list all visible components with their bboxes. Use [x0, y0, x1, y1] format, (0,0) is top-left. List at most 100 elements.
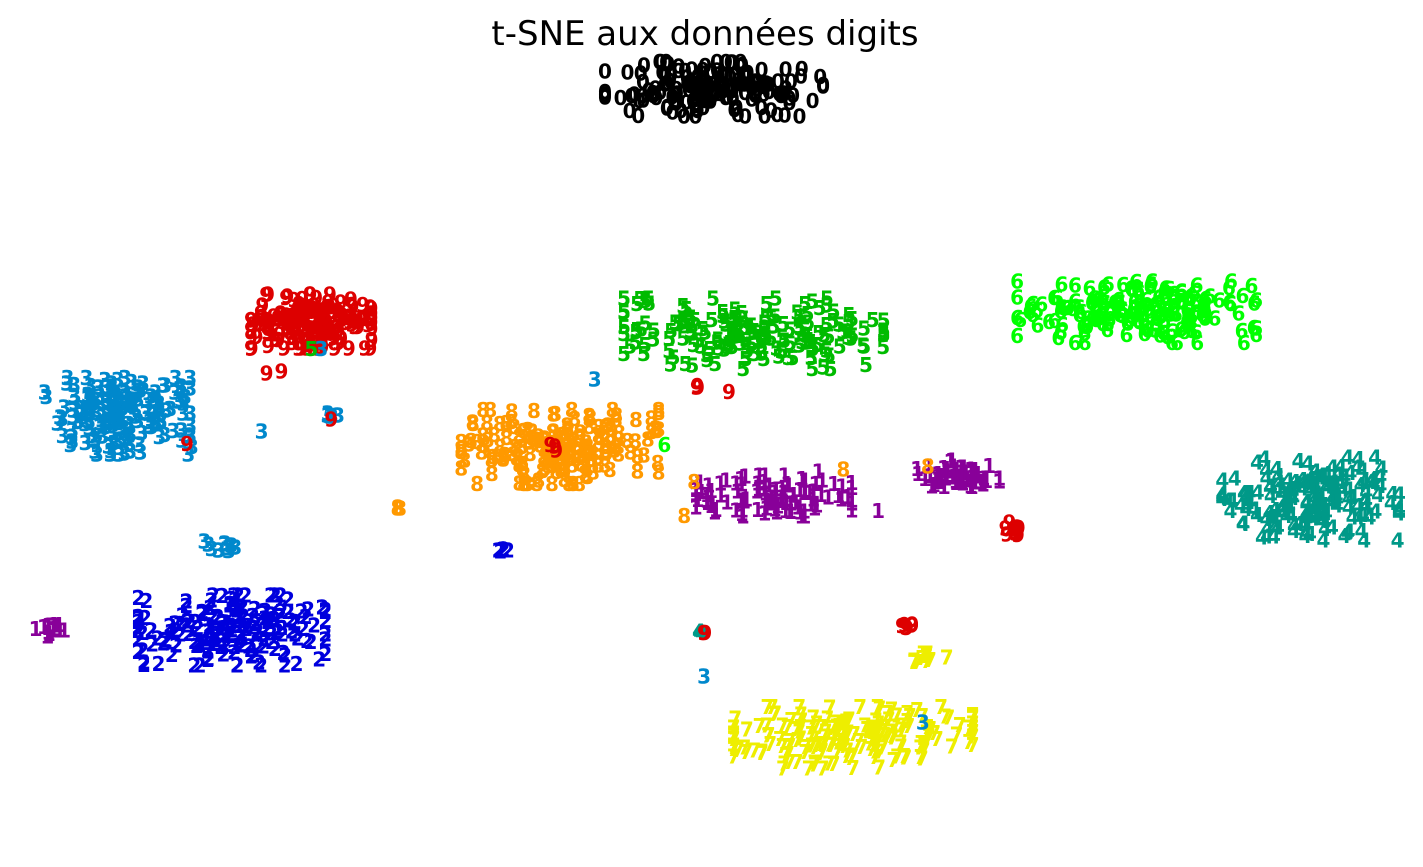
digit-point-6: 6 [1180, 311, 1194, 335]
digit-point-6: 6 [1198, 307, 1212, 331]
digit-point-0: 0 [683, 70, 697, 94]
digit-point-5: 5 [748, 342, 762, 366]
digit-point-2: 2 [232, 595, 246, 619]
digit-point-7: 7 [940, 646, 954, 670]
digit-point-6: 6 [1073, 303, 1087, 327]
digit-point-0: 0 [689, 92, 703, 116]
digit-point-5: 5 [759, 306, 773, 330]
digit-point-6: 6 [1131, 279, 1145, 303]
digit-point-5: 5 [759, 325, 773, 349]
digit-point-0: 0 [620, 60, 634, 84]
digit-point-0: 0 [658, 73, 672, 97]
digit-point-0: 0 [598, 86, 612, 110]
digit-point-6: 6 [1189, 290, 1203, 314]
digit-point-5: 5 [795, 330, 809, 354]
digit-point-0: 0 [691, 65, 705, 89]
digit-point-0: 0 [696, 96, 710, 120]
digit-point-0: 0 [646, 84, 660, 108]
digit-point-0: 0 [745, 77, 759, 101]
digit-point-6: 6 [1144, 304, 1158, 328]
digit-point-6: 6 [1247, 316, 1261, 340]
digit-point-6: 6 [1177, 320, 1191, 344]
digit-point-8: 8 [507, 415, 521, 439]
digit-point-7: 7 [875, 719, 889, 743]
digit-point-6: 6 [1129, 270, 1143, 294]
digit-point-0: 0 [688, 88, 702, 112]
digit-point-6: 6 [1111, 288, 1125, 312]
digit-point-9: 9 [334, 291, 348, 315]
digit-point-6: 6 [1183, 309, 1197, 333]
digit-point-6: 6 [1080, 313, 1094, 337]
digit-point-5: 5 [716, 304, 730, 328]
digit-point-6: 6 [1189, 301, 1203, 325]
digit-point-5: 5 [637, 342, 651, 366]
digit-point-8: 8 [652, 461, 666, 485]
digit-point-0: 0 [733, 55, 747, 79]
digit-point-0: 0 [598, 59, 612, 83]
digit-point-5: 5 [769, 287, 783, 311]
digit-point-0: 0 [717, 79, 731, 103]
digit-point-5: 5 [764, 327, 778, 351]
digit-point-8: 8 [512, 453, 526, 477]
digit-point-6: 6 [1112, 293, 1126, 317]
digit-point-5: 5 [726, 323, 740, 347]
digit-point-5: 5 [712, 337, 726, 361]
digit-point-3: 3 [916, 710, 930, 734]
digit-point-0: 0 [598, 83, 612, 107]
digit-point-5: 5 [685, 354, 699, 378]
digit-point-9: 9 [284, 309, 298, 333]
digit-point-9: 9 [286, 311, 300, 335]
digit-point-0: 0 [795, 57, 809, 81]
digit-point-6: 6 [1102, 307, 1116, 331]
digit-point-6: 6 [1026, 292, 1040, 316]
digit-point-0: 0 [657, 62, 671, 86]
digit-point-5: 5 [687, 333, 701, 357]
digit-point-7: 7 [899, 746, 913, 770]
digit-point-5: 5 [857, 316, 871, 340]
digit-point-0: 0 [713, 70, 727, 94]
digit-point-0: 0 [652, 50, 666, 74]
digit-point-5: 5 [628, 330, 642, 354]
digit-point-6: 6 [1103, 297, 1117, 321]
digit-point-6: 6 [1235, 284, 1249, 308]
digit-point-5: 5 [833, 334, 847, 358]
digit-point-6: 6 [1126, 277, 1140, 301]
digit-point-5: 5 [801, 324, 815, 348]
digit-point-5: 5 [736, 357, 750, 381]
digit-point-8: 8 [624, 441, 638, 465]
digit-point-3: 3 [110, 396, 124, 420]
digit-point-9: 9 [698, 621, 712, 645]
digit-point-6: 6 [1101, 273, 1115, 297]
digit-point-0: 0 [708, 71, 722, 95]
digit-point-5: 5 [877, 318, 891, 342]
digit-point-0: 0 [782, 86, 796, 110]
digit-point-0: 0 [698, 54, 712, 78]
digit-point-6: 6 [1133, 291, 1147, 315]
digit-point-4: 4 [1271, 516, 1285, 540]
digit-point-7: 7 [795, 708, 809, 732]
digit-point-6: 6 [1132, 281, 1146, 305]
digit-point-5: 5 [617, 287, 631, 311]
digit-point-1: 1 [53, 619, 67, 643]
digit-point-6: 6 [1080, 306, 1094, 330]
digit-point-6: 6 [1057, 297, 1071, 321]
digit-point-0: 0 [636, 84, 650, 108]
digit-point-5: 5 [744, 321, 758, 345]
digit-point-5: 5 [662, 339, 676, 363]
digit-point-5: 5 [806, 337, 820, 361]
digit-point-8: 8 [548, 402, 562, 426]
digit-point-6: 6 [1054, 321, 1068, 345]
digit-point-6: 6 [1245, 274, 1259, 298]
digit-point-5: 5 [827, 299, 841, 323]
digit-point-2: 2 [281, 588, 295, 612]
digit-point-2: 2 [131, 619, 145, 643]
digit-point-5: 5 [729, 320, 743, 344]
digit-point-5: 5 [801, 328, 815, 352]
digit-point-6: 6 [1055, 273, 1069, 297]
digit-point-0: 0 [724, 51, 738, 75]
digit-point-6: 6 [1153, 323, 1167, 347]
digit-point-6: 6 [1101, 312, 1115, 336]
digit-point-5: 5 [720, 335, 734, 359]
digit-point-6: 6 [1141, 318, 1155, 342]
